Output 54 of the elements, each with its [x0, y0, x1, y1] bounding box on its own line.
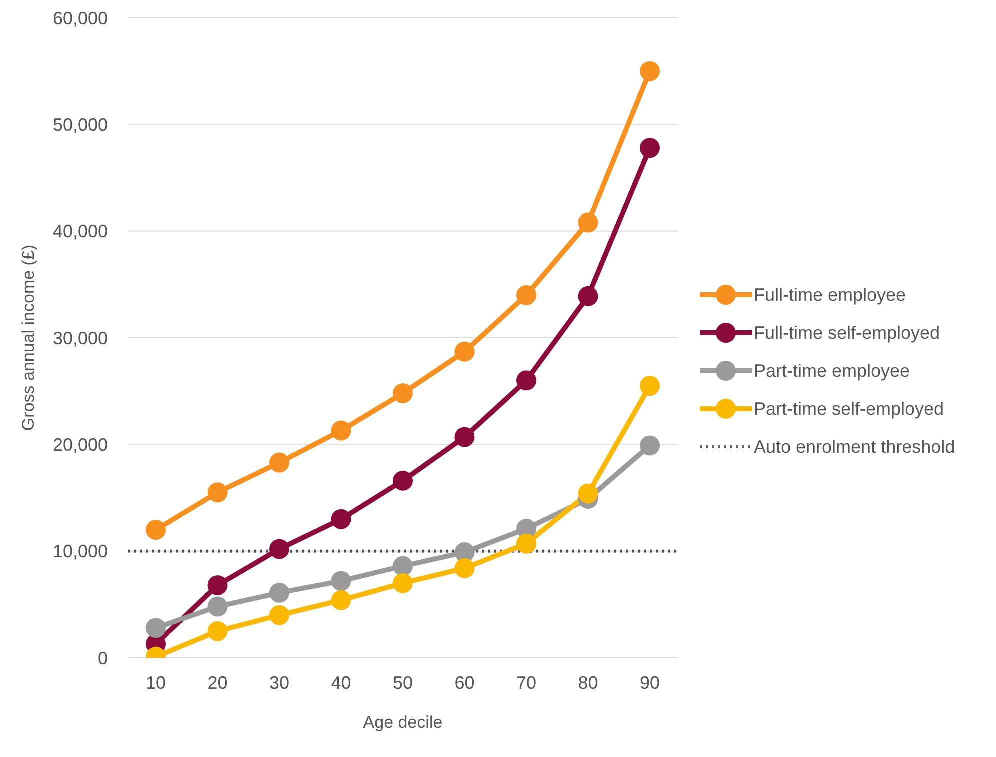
x-axis-title: Age decile [363, 713, 443, 732]
point [270, 582, 290, 603]
y-axis-title: Gross annual income (£) [19, 244, 38, 432]
x-tick-label: 40 [331, 672, 352, 693]
y-tick-label: 0 [98, 648, 108, 668]
point [208, 621, 228, 642]
point [640, 61, 660, 82]
point [578, 212, 598, 233]
point [208, 596, 228, 617]
point [270, 452, 290, 473]
point [331, 571, 352, 592]
point [331, 590, 352, 610]
y-tick-label: 30,000 [52, 328, 108, 348]
point [454, 558, 475, 578]
y-tick-label: 10,000 [52, 542, 108, 562]
point [331, 509, 352, 530]
point [270, 539, 290, 560]
point [578, 484, 598, 504]
legend-label: Part-time employee [754, 360, 910, 382]
y-tick-label: 40,000 [52, 222, 108, 242]
point [640, 138, 660, 158]
legend-label: Auto enrolment threshold [754, 436, 956, 458]
point [578, 286, 598, 306]
point [454, 427, 475, 448]
y-tick-label: 60,000 [52, 8, 108, 28]
legend-label: Full-time employee [754, 284, 906, 306]
point [516, 370, 536, 391]
point [393, 383, 413, 404]
point [393, 573, 413, 594]
x-tick-label: 50 [392, 672, 414, 693]
point [393, 470, 413, 491]
y-tick-label: 50,000 [52, 115, 108, 136]
y-tick-label: 20,000 [52, 435, 108, 456]
point [270, 605, 290, 626]
point [393, 556, 413, 576]
point [208, 482, 228, 503]
point [516, 285, 536, 306]
point [640, 376, 660, 396]
legend-label: Part-time self-employed [754, 398, 944, 420]
x-tick-label: 20 [208, 672, 228, 693]
x-tick-label: 90 [640, 672, 660, 693]
point [208, 575, 228, 596]
x-tick-label: 60 [454, 672, 475, 693]
point [146, 520, 166, 540]
point [454, 342, 475, 362]
x-tick-label: 80 [578, 672, 598, 693]
point [640, 436, 660, 456]
legend-label: Full-time self-employed [754, 322, 940, 344]
point [146, 618, 166, 638]
point [516, 534, 536, 554]
x-tick-label: 10 [146, 672, 166, 693]
x-tick-label: 30 [269, 672, 290, 693]
point [331, 420, 352, 441]
x-tick-label: 70 [516, 672, 537, 693]
